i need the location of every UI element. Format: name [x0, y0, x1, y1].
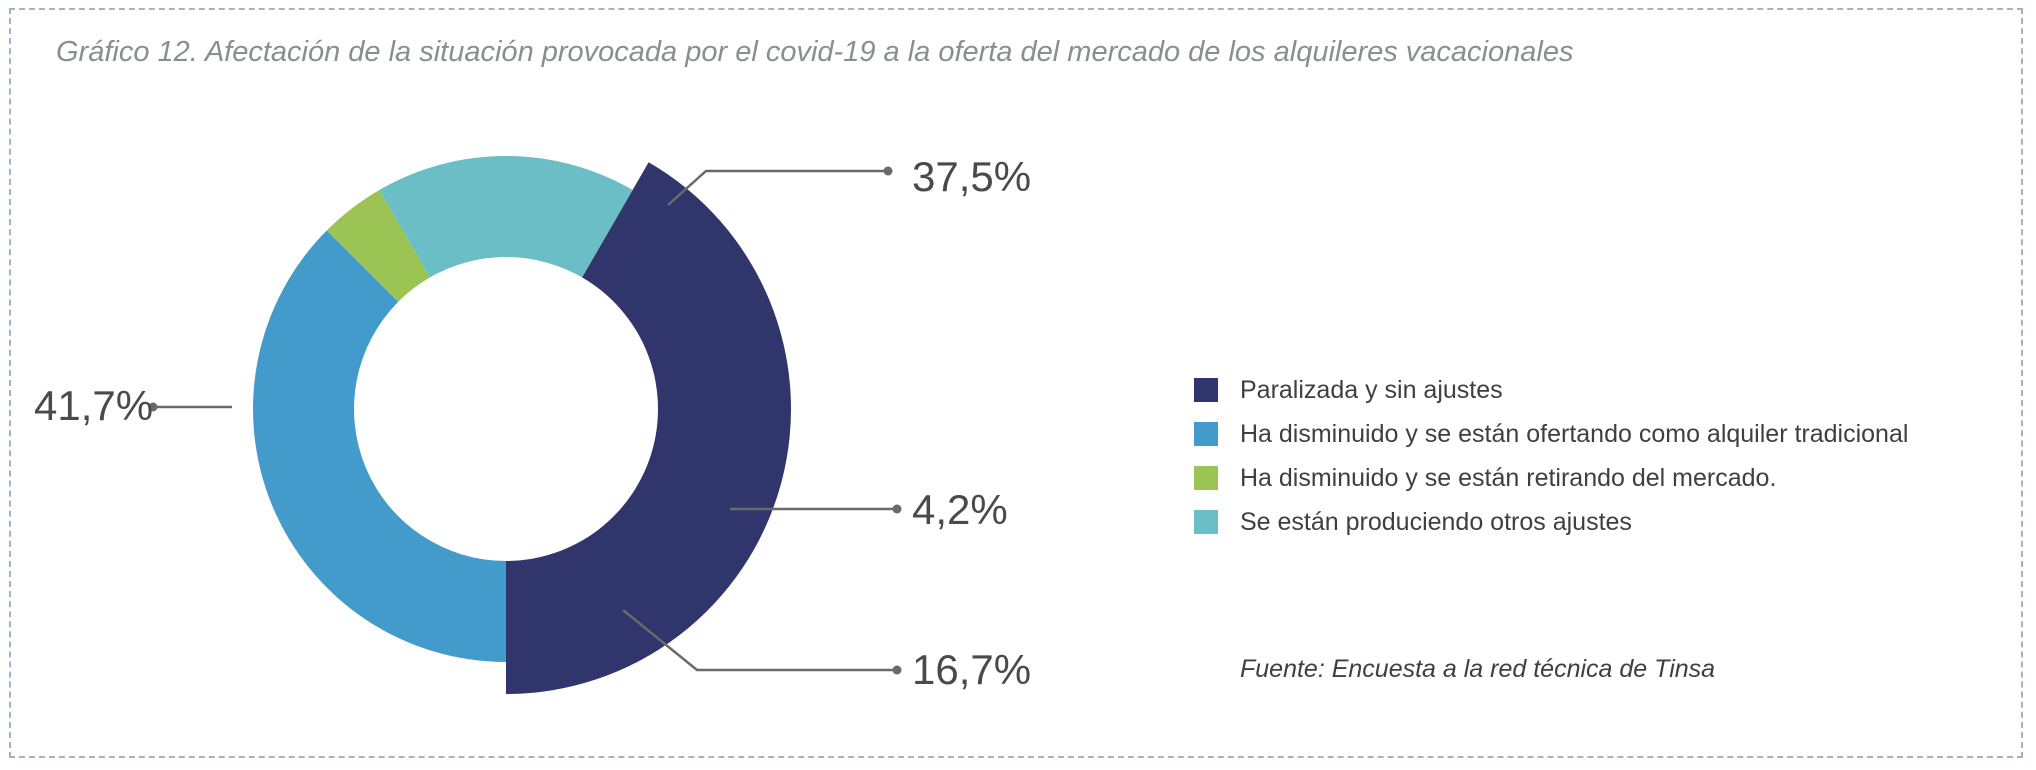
- value-label-otros: 16,7%: [912, 646, 1031, 693]
- leader-dot-paralizada: [148, 402, 158, 412]
- legend-item-retirando: Ha disminuido y se están retirando del m…: [1194, 456, 1908, 500]
- source-note: Fuente: Encuesta a la red técnica de Tin…: [1240, 655, 1716, 683]
- legend: Paralizada y sin ajustes Ha disminuido y…: [1194, 368, 1908, 544]
- legend-swatch-paralizada: [1194, 378, 1218, 402]
- leader-line-tradicional: [667, 169, 888, 206]
- legend-swatch-tradicional: [1194, 422, 1218, 446]
- value-label-paralizada: 41,7%: [34, 382, 153, 429]
- chart-frame: [9, 8, 2023, 758]
- legend-item-otros: Se están produciendo otros ajustes: [1194, 500, 1908, 544]
- leader-dot-retirando: [892, 504, 902, 514]
- chart-title: Gráfico 12. Afectación de la situación p…: [56, 36, 1574, 68]
- leader-dot-tradicional: [883, 166, 893, 176]
- donut-slice-paralizada: [506, 162, 791, 695]
- legend-label-otros: Se están produciendo otros ajustes: [1240, 507, 1632, 536]
- donut-slice-tradicional: [252, 230, 506, 663]
- leader-line-otros: [622, 609, 897, 672]
- legend-item-paralizada: Paralizada y sin ajustes: [1194, 368, 1908, 412]
- legend-label-retirando: Ha disminuido y se están retirando del m…: [1240, 463, 1777, 492]
- donut-slice-otros: [379, 155, 633, 278]
- legend-item-tradicional: Ha disminuido y se están ofertando como …: [1194, 412, 1908, 456]
- legend-swatch-otros: [1194, 510, 1218, 534]
- legend-label-tradicional: Ha disminuido y se están ofertando como …: [1240, 419, 1909, 448]
- leader-dot-otros: [892, 665, 902, 675]
- legend-label-paralizada: Paralizada y sin ajustes: [1240, 375, 1503, 404]
- value-label-tradicional: 37,5%: [912, 153, 1031, 200]
- donut-slice-retirando: [326, 189, 430, 302]
- value-label-retirando: 4,2%: [912, 486, 1008, 533]
- legend-swatch-retirando: [1194, 466, 1218, 490]
